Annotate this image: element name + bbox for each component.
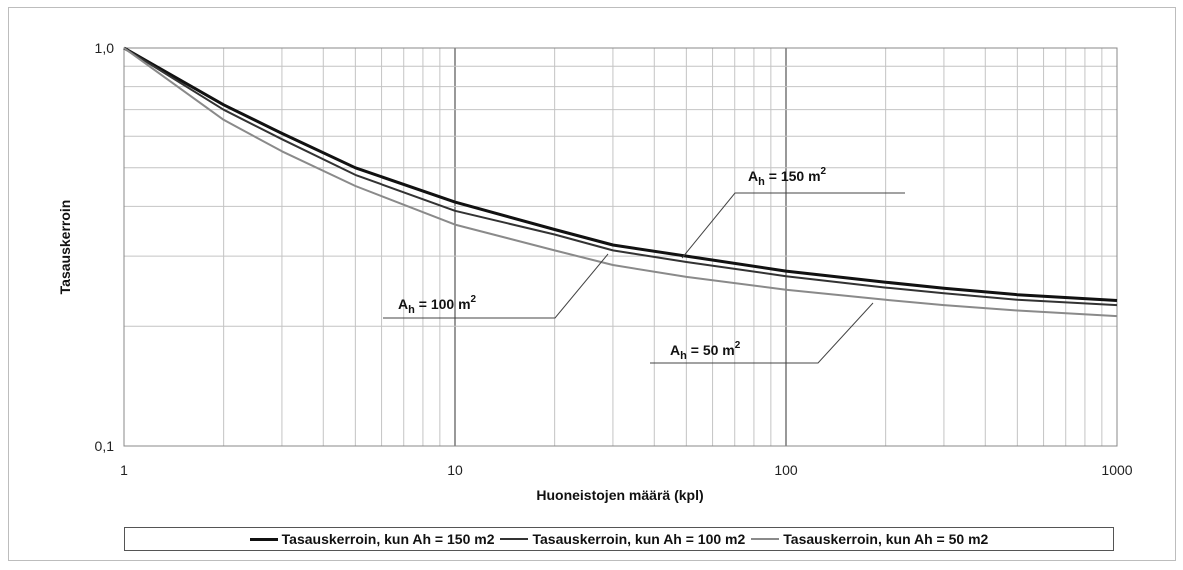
grid	[124, 48, 1117, 446]
series-line-2	[123, 47, 1118, 318]
annotation-sup: 2	[471, 294, 477, 305]
annotation-sup: 2	[735, 340, 741, 351]
legend-swatch-100	[500, 538, 529, 540]
legend-label: Tasauskerroin, kun Ah = 50 m2	[783, 531, 989, 547]
legend-item: Tasauskerroin, kun Ah = 150 m2	[249, 531, 495, 547]
annotation-sup: 2	[821, 166, 827, 177]
x-axis-title: Huoneistojen määrä (kpl)	[536, 487, 703, 503]
legend-item: Tasauskerroin, kun Ah = 100 m2	[500, 531, 745, 547]
annotation-sub: h	[408, 304, 415, 316]
legend-label: Tasauskerroin, kun Ah = 100 m2	[532, 531, 746, 547]
chart-frame	[8, 7, 1176, 561]
annotation-150: Ah = 150 m2	[748, 166, 827, 188]
annotation-sub: h	[758, 176, 765, 188]
plot-area-border	[123, 47, 1118, 447]
leader-100	[383, 253, 609, 319]
y-tick-label: 0,1	[95, 438, 115, 454]
x-tick-label: 1000	[1101, 462, 1132, 478]
y-tick-label: 1,0	[95, 40, 115, 56]
annotation-100: Ah = 100 m2	[398, 294, 477, 316]
annotation-main: A	[398, 296, 408, 312]
annotation-leaders	[383, 192, 905, 364]
annotation-50: Ah = 50 m2	[670, 340, 741, 362]
leader-50	[650, 302, 874, 364]
y-tick-labels: 1,0 0,1	[95, 40, 115, 454]
legend-swatch-150	[249, 537, 278, 541]
x-tick-label: 1	[120, 462, 128, 478]
y-axis-title: Tasauskerroin	[57, 200, 73, 295]
annotation-sub: h	[680, 350, 687, 362]
legend-item: Tasauskerroin, kun Ah = 50 m2	[751, 531, 988, 547]
series-lines	[123, 46, 1118, 318]
legend-label: Tasauskerroin, kun Ah = 150 m2	[281, 531, 495, 547]
x-tick-labels: 1 10 100 1000	[120, 462, 1133, 478]
legend-swatch-50	[751, 538, 780, 540]
annotation-text: = 100 m	[415, 296, 471, 312]
x-tick-label: 10	[447, 462, 463, 478]
leader-150	[681, 192, 905, 259]
annotation-main: A	[670, 342, 680, 358]
annotation-text: = 150 m	[765, 168, 821, 184]
x-tick-label: 100	[774, 462, 798, 478]
legend: Tasauskerroin, kun Ah = 150 m2 Tasausker…	[124, 527, 1114, 551]
annotation-main: A	[748, 168, 758, 184]
annotation-text: = 50 m	[687, 342, 735, 358]
series-line-1	[123, 47, 1118, 307]
series-line-0	[123, 46, 1118, 302]
